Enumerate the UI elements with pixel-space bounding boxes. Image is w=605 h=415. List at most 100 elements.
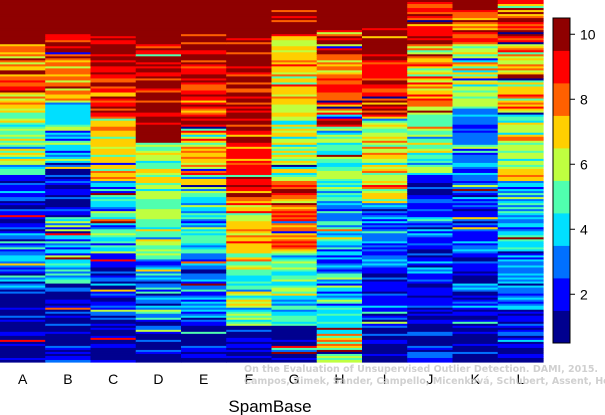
heatmap-cell [226,146,273,150]
heatmap-cell [181,341,227,345]
heatmap-cell [45,16,92,19]
heatmap-cell [407,337,454,341]
heatmap-cell [0,170,46,174]
heatmap-cell [45,293,92,297]
heatmap-cell [181,30,227,33]
heatmap-cell [0,152,46,156]
heatmap-cell [90,191,137,194]
heatmap-cell [362,148,408,152]
heatmap-cell [407,66,454,69]
heatmap-cell [271,56,318,59]
heatmap-cell [362,106,408,110]
heatmap-cell [316,243,363,246]
heatmap-cell [316,88,363,92]
heatmap-cell [181,150,227,154]
heatmap-cell [407,359,454,363]
heatmap-cell [45,144,92,148]
heatmap-cell [452,74,499,78]
heatmap-cell [316,58,363,61]
heatmap-cell [271,235,318,238]
heatmap-cell [452,36,499,39]
colorbar-tick-label: 2 [580,286,588,302]
heatmap-cell [316,20,363,23]
heatmap-cell [452,181,499,184]
heatmap-cell [181,293,227,297]
heatmap-cell [362,291,408,295]
heatmap-cell [181,275,227,279]
heatmap-cell [45,130,92,134]
heatmap-cell [0,12,46,15]
heatmap-cell [362,66,408,69]
heatmap-cell [226,36,273,39]
heatmap-cell [497,44,544,47]
heatmap-cell [452,209,499,212]
heatmap-cell [0,277,46,281]
heatmap-cell [135,289,182,293]
heatmap-cell [135,50,182,53]
heatmap-cell [135,24,182,27]
heatmap-cell [271,211,318,214]
heatmap-cell [407,38,454,41]
heatmap-cell [316,211,363,214]
heatmap-cell [226,223,273,226]
heatmap-cell [45,203,92,206]
heatmap-cell [316,303,363,307]
heatmap-cell [271,259,318,263]
heatmap-cell [271,138,318,142]
heatmap-cell [452,339,499,343]
heatmap-cell [271,62,318,65]
heatmap-cell [497,164,544,168]
heatmap-cell [181,166,227,170]
heatmap-cell [0,96,46,100]
heatmap-cell [226,66,273,69]
heatmap-cell [45,353,92,357]
heatmap-cell [497,351,544,355]
heatmap-cell [452,38,499,41]
heatmap-cell [316,84,363,88]
heatmap-cell [271,331,318,335]
heatmap-cell [497,106,544,110]
heatmap-cell [362,48,408,51]
heatmap-cell [0,229,46,232]
heatmap-cell [90,225,137,228]
heatmap-cell [45,297,92,301]
heatmap-cell [45,239,92,242]
heatmap-cell [0,108,46,112]
heatmap-cell [362,187,408,190]
heatmap-cell [452,32,499,35]
heatmap-cell [181,124,227,128]
heatmap-cell [226,205,273,208]
heatmap-cell [362,245,408,248]
heatmap-cell [135,295,182,299]
heatmap-cell [181,174,227,178]
heatmap-cell [316,70,363,73]
heatmap-cell [90,255,137,259]
heatmap-cell [45,110,92,114]
heatmap-cell [271,60,318,63]
heatmap-cell [90,257,137,261]
heatmap-cell [226,168,273,172]
heatmap-cell [362,38,408,41]
heatmap-cell [407,98,454,102]
heatmap-cell [135,303,182,307]
heatmap-cell [362,42,408,45]
heatmap-cell [135,178,182,182]
heatmap-cell [497,257,544,261]
heatmap-cell [135,40,182,43]
heatmap-cell [316,205,363,208]
heatmap-cell [362,299,408,303]
heatmap-cell [226,191,273,194]
heatmap-cell [0,231,46,234]
heatmap-cell [90,337,137,341]
heatmap-cell [90,100,137,104]
heatmap-cell [452,104,499,108]
heatmap-cell [45,22,92,25]
heatmap-cell [362,207,408,210]
heatmap-cell [90,150,137,154]
heatmap-cell [181,185,227,188]
heatmap-cell [362,195,408,198]
heatmap-cell [135,14,182,17]
heatmap-cell [271,251,318,254]
heatmap-cell [45,209,92,212]
heatmap-cell [362,275,408,279]
